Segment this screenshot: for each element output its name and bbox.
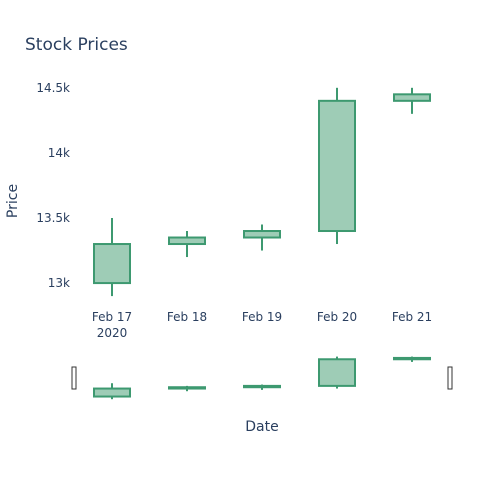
x-tick-year-label: 2020 [97, 326, 128, 340]
x-tick-label: Feb 21 [392, 310, 432, 324]
chart-title: Stock Prices [25, 35, 128, 55]
y-tick-label: 14.5k [36, 81, 70, 95]
slider-candle-body [168, 386, 206, 390]
y-tick-label: 13.5k [36, 211, 70, 225]
x-axis-title: Date [245, 419, 278, 435]
candle-body [318, 99, 356, 233]
x-tick-label: Feb 19 [242, 310, 282, 324]
y-tick-label: 14k [48, 146, 70, 160]
x-axis: Feb 17 Feb 18 Feb 19 Feb 20 Feb 21 2020 [92, 310, 432, 340]
y-axis: 13k 13.5k 14k 14.5k [36, 81, 70, 290]
candle-body [393, 93, 431, 102]
y-tick-label: 13k [48, 276, 70, 290]
candle-body [243, 230, 281, 239]
range-slider[interactable] [71, 356, 453, 400]
candle-body [168, 236, 206, 246]
x-tick-label: Feb 18 [167, 310, 207, 324]
range-slider-left-handle[interactable] [71, 366, 77, 390]
slider-candle-body [243, 384, 281, 389]
candles [93, 87, 431, 297]
x-tick-label: Feb 20 [317, 310, 357, 324]
y-axis-title: Price [5, 184, 21, 218]
range-slider-right-handle[interactable] [447, 366, 453, 390]
slider-candle-body [318, 358, 356, 387]
slider-candle-body [93, 387, 131, 398]
candle-body [93, 243, 131, 285]
slider-candle-body [393, 356, 431, 361]
x-tick-label: Feb 17 [92, 310, 132, 324]
